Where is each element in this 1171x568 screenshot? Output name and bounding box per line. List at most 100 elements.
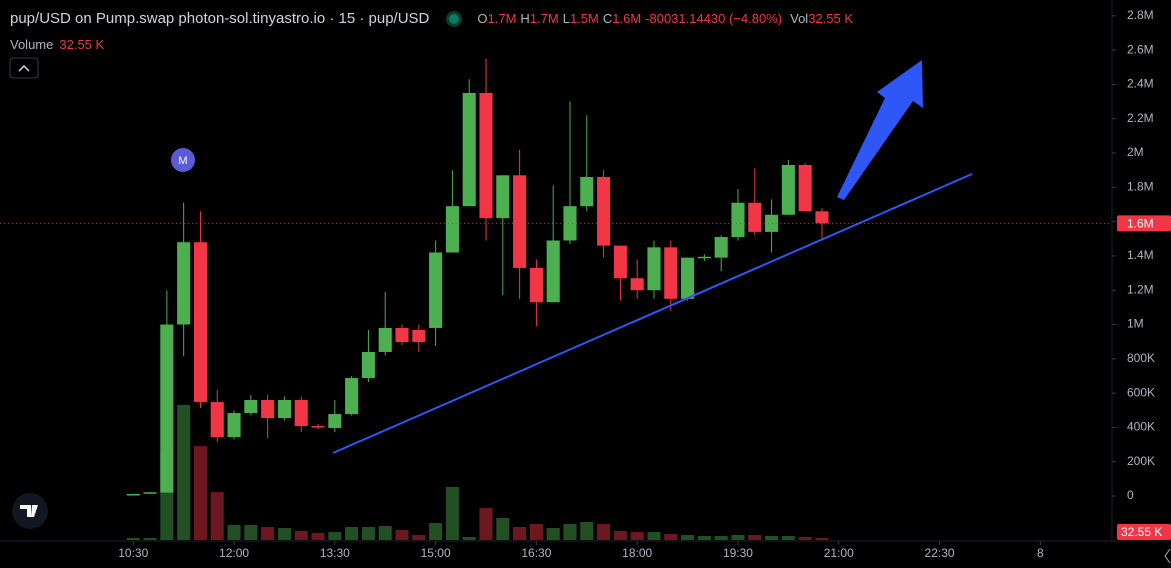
- candle-body: [697, 256, 711, 259]
- low-value: 1.5M: [569, 11, 599, 26]
- open-value: 1.7M: [487, 11, 517, 26]
- candle-body: [731, 202, 745, 238]
- x-tick-label: 13:30: [320, 546, 350, 560]
- vol-value: 32.55 K: [808, 11, 854, 26]
- volume-bar: [496, 517, 510, 540]
- y-tick-label: 2.6M: [1127, 42, 1154, 56]
- volume-bar: [395, 529, 409, 540]
- candle-body: [227, 413, 241, 438]
- volume-bar: [731, 534, 745, 540]
- volume-bar: [815, 538, 829, 540]
- volume-bar: [748, 534, 762, 540]
- last-volume-box: [1117, 524, 1171, 540]
- scroll-icon[interactable]: [1164, 548, 1171, 564]
- x-tick-label: 19:30: [723, 546, 753, 560]
- volume-bar: [597, 523, 611, 540]
- candle-body: [748, 202, 762, 232]
- y-tick-label: 1.8M: [1127, 179, 1154, 193]
- close-value: 1.6M: [612, 11, 642, 26]
- candle-body: [647, 247, 661, 291]
- volume-bar: [546, 527, 560, 540]
- y-tick-label: 200K: [1127, 454, 1155, 468]
- volume-bar: [126, 537, 140, 540]
- volume-bar: [412, 534, 426, 540]
- candle-body: [429, 252, 443, 328]
- x-tick-label: 22:30: [925, 546, 955, 560]
- volume-bar: [445, 486, 459, 540]
- y-tick-label: 600K: [1127, 385, 1155, 399]
- y-tick-label: 1.4M: [1127, 248, 1154, 262]
- volume-bar: [462, 536, 476, 540]
- candle-body: [630, 278, 644, 291]
- marker-circle[interactable]: [171, 148, 195, 172]
- collapse-button[interactable]: [9, 57, 39, 79]
- candle-body: [613, 245, 627, 279]
- volume-bar: [429, 523, 443, 540]
- candle-body: [563, 206, 577, 241]
- candle-body: [815, 211, 829, 224]
- logo-icon: [20, 505, 38, 517]
- candle-body: [664, 247, 678, 299]
- close-key: C: [602, 11, 613, 26]
- x-tick-label: 15:00: [421, 546, 451, 560]
- candle-body: [395, 327, 409, 343]
- candle-body: [445, 206, 459, 253]
- volume-bar: [479, 507, 493, 540]
- candle-body: [210, 402, 224, 438]
- candle-body: [798, 165, 812, 212]
- candle-body: [462, 92, 476, 207]
- volume-bar: [664, 533, 678, 540]
- volume-bar: [714, 536, 728, 540]
- volume-bar: [227, 524, 241, 540]
- candle-body: [546, 240, 560, 303]
- legend-header: pup/USD on Pump.swap photon-sol.tinyastr…: [10, 10, 853, 27]
- y-tick-label: 0: [1127, 488, 1134, 502]
- volume-bar: [681, 534, 695, 540]
- volume-bar: [513, 526, 527, 540]
- volume-bar: [580, 522, 594, 540]
- candle-layer: [126, 58, 829, 496]
- y-tick-label: 2.4M: [1127, 77, 1154, 91]
- volume-bar: [647, 532, 661, 540]
- volume-bar: [781, 536, 795, 540]
- candle-body: [277, 400, 291, 419]
- candle-body: [143, 492, 157, 494]
- high-value: 1.7M: [529, 11, 559, 26]
- candle-body: [714, 237, 728, 258]
- candle-body: [496, 175, 510, 219]
- candle-body: [177, 242, 191, 325]
- candle-body: [261, 400, 275, 419]
- x-tick-label: 21:00: [824, 546, 854, 560]
- volume-bar: [277, 527, 291, 540]
- collapse-icon: [18, 64, 30, 72]
- last-price-label: 1.6M: [1127, 217, 1154, 231]
- x-tick-label: 10:30: [118, 546, 148, 560]
- volume-title: Volume: [10, 37, 54, 52]
- y-tick-label: 800K: [1127, 351, 1155, 365]
- volume-bar: [378, 526, 392, 540]
- volume-bar: [261, 526, 275, 540]
- arrow-drawing: [837, 60, 923, 200]
- candle-body: [244, 400, 258, 414]
- y-tick-label: 2.8M: [1127, 8, 1154, 22]
- y-tick-label: 2M: [1127, 145, 1144, 159]
- volume-bar: [697, 536, 711, 540]
- candle-body: [681, 257, 695, 299]
- volume-bar: [529, 523, 543, 540]
- status-dot: [449, 13, 460, 24]
- candle-body: [765, 214, 779, 232]
- candle-body: [361, 351, 375, 379]
- candle-body: [597, 177, 611, 246]
- high-key: H: [520, 11, 530, 26]
- y-tick-label: 1.2M: [1127, 282, 1154, 296]
- volume-bar: [630, 532, 644, 540]
- candle-body: [513, 175, 527, 268]
- volume-bar: [244, 524, 258, 540]
- candle-body: [126, 494, 140, 496]
- candle-body: [781, 165, 795, 215]
- candle-body: [378, 327, 392, 352]
- change-value: -80031.14430 (−4.80%): [645, 11, 783, 26]
- candle-body: [294, 400, 308, 427]
